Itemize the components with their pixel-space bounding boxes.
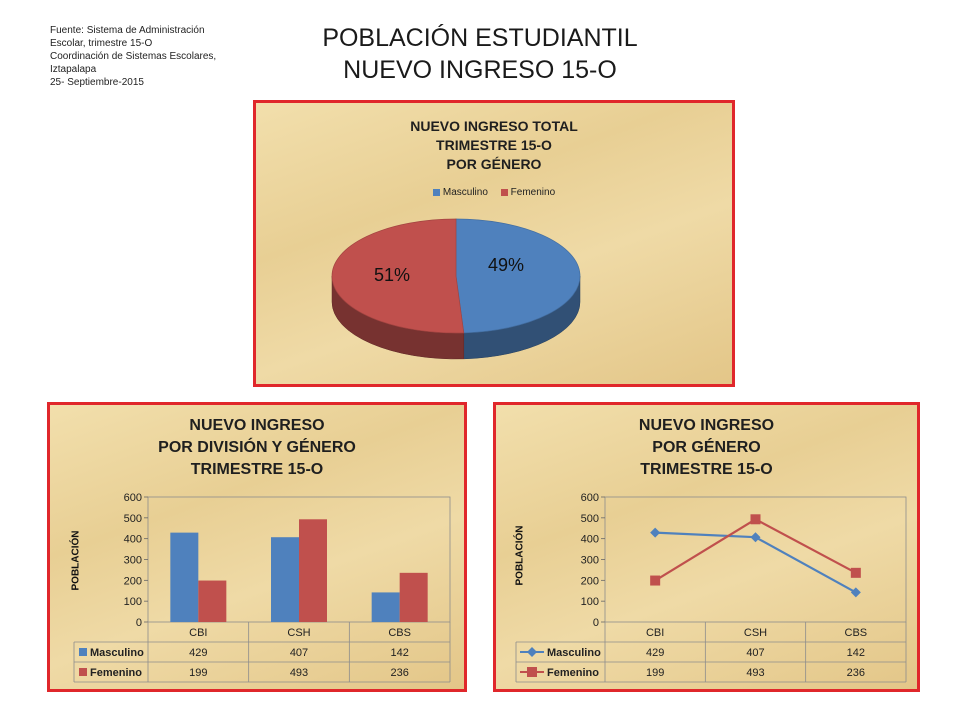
line-point-femenino-csh — [750, 514, 761, 525]
line-point-femenino-cbs — [850, 567, 861, 578]
pie-data-label-masculino: 49% — [488, 255, 525, 275]
bar-masculino-cbs — [371, 592, 400, 622]
pie-data-label-femenino: 51% — [374, 265, 411, 285]
bar-y-tick-label: 500 — [124, 513, 142, 525]
page-title: POBLACIÓN ESTUDIANTIL NUEVO INGRESO 15-O — [280, 22, 680, 86]
line-table-value: 142 — [847, 647, 865, 659]
bar-legend-key — [79, 648, 87, 656]
bar-y-tick-label: 300 — [124, 555, 142, 567]
pie-slice-masculino — [455, 218, 581, 334]
line-point-femenino-cbi — [650, 575, 661, 586]
bar-table-value: 493 — [290, 667, 308, 679]
line-table-value: 407 — [746, 647, 764, 659]
line-point-masculino-csh — [750, 532, 761, 543]
line-y-tick-label: 0 — [593, 617, 599, 629]
line-series-label: Femenino — [547, 667, 599, 679]
bar-y-tick-label: 0 — [136, 617, 142, 629]
line-point-masculino-cbi — [650, 527, 661, 538]
line-y-tick-label: 500 — [581, 513, 599, 525]
line-category-label: CBI — [646, 627, 664, 639]
bar-femenino-csh — [299, 519, 327, 622]
line-y-tick-label: 200 — [581, 575, 599, 587]
bar-femenino-cbi — [198, 580, 227, 622]
source-line: Escolar, trimestre 15-O — [50, 38, 153, 49]
pie-title-line: POR GÉNERO — [446, 156, 542, 172]
line-title-line: POR GÉNERO — [652, 439, 761, 456]
page-title-line2: NUEVO INGRESO 15-O — [343, 56, 617, 84]
legend-swatch — [432, 188, 440, 196]
bar-legend-key — [79, 668, 87, 676]
line-legend-marker — [527, 647, 537, 657]
bar-y-tick-label: 100 — [124, 596, 142, 608]
line-y-tick-label: 400 — [581, 534, 599, 546]
line-series-femenino — [654, 518, 857, 582]
line-y-tick-label: 600 — [581, 492, 599, 504]
bar-title-line: NUEVO INGRESO — [189, 417, 325, 434]
line-table-value: 236 — [847, 667, 865, 679]
bar-category-label: CBI — [189, 627, 207, 639]
bar-table-value: 407 — [290, 647, 308, 659]
line-y-tick-label: 300 — [581, 555, 599, 567]
line-series-label: Masculino — [547, 647, 601, 659]
line-chart-title: NUEVO INGRESO POR GÉNERO TRIMESTRE 15-O — [496, 415, 917, 481]
pie-title-line: NUEVO INGRESO TOTAL — [410, 118, 578, 134]
line-legend-marker — [527, 667, 537, 677]
legend-item-femenino: Femenino — [500, 187, 556, 198]
bar-masculino-cbi — [170, 532, 199, 622]
pie-chart-title: NUEVO INGRESO TOTAL TRIMESTRE 15-O POR G… — [256, 117, 732, 174]
source-line: Iztapalapa — [50, 64, 97, 75]
line-y-tick-label: 100 — [581, 596, 599, 608]
bar-masculino-csh — [271, 537, 299, 622]
page-title-line1: POBLACIÓN ESTUDIANTIL — [322, 24, 638, 52]
pie-title-line: TRIMESTRE 15-O — [436, 137, 552, 153]
bar-table-value: 142 — [390, 647, 408, 659]
bar-table-value: 236 — [390, 667, 408, 679]
line-chart-svg: 0 100 200 300 400 500 600 CBI CSH CBS Masculino 429… — [515, 492, 907, 683]
line-chart-panel: NUEVO INGRESO POR GÉNERO TRIMESTRE 15-O … — [493, 402, 920, 692]
line-category-label: CSH — [744, 627, 767, 639]
pie-chart-panel: NUEVO INGRESO TOTAL TRIMESTRE 15-O POR G… — [253, 100, 735, 387]
bar-table-value: 199 — [189, 667, 207, 679]
bar-title-line: TRIMESTRE 15-O — [190, 461, 324, 478]
source-line: 25- Septiembre-2015 — [50, 77, 144, 88]
line-table-value: 493 — [746, 667, 764, 679]
bar-chart-panel: NUEVO INGRESO POR DIVISIÓN Y GÉNERO TRIM… — [47, 402, 467, 692]
line-category-label: CBS — [845, 627, 868, 639]
bar-femenino-cbs — [399, 572, 428, 622]
pie-slice-femenino — [331, 218, 465, 334]
bar-title-line: POR DIVISIÓN Y GÉNERO — [158, 439, 356, 456]
line-point-masculino-cbs — [850, 587, 861, 598]
bar-y-tick-label: 400 — [124, 534, 142, 546]
bar-category-label: CBS — [388, 627, 411, 639]
source-line: Fuente: Sistema de Administración — [50, 25, 205, 36]
bar-chart-svg: 0 100 200 300 400 500 600 CBI CSH CBS Masculino 429… — [73, 492, 451, 683]
line-table-value: 199 — [646, 667, 664, 679]
bar-chart-title: NUEVO INGRESO POR DIVISIÓN Y GÉNERO TRIM… — [50, 415, 464, 481]
legend-item-masculino: Masculino — [432, 187, 488, 198]
bar-series-label: Masculino — [90, 647, 144, 659]
line-table-value: 429 — [646, 647, 664, 659]
bar-y-tick-label: 200 — [124, 575, 142, 587]
bar-series-label: Femenino — [90, 667, 142, 679]
bar-category-label: CSH — [287, 627, 310, 639]
legend-label: Femenino — [510, 187, 556, 198]
bar-y-tick-label: 600 — [124, 492, 142, 504]
line-title-line: NUEVO INGRESO — [638, 417, 775, 434]
source-note: Fuente: Sistema de Administración Escola… — [50, 24, 260, 89]
pie-legend: Masculino Femenino — [256, 187, 732, 198]
legend-swatch — [500, 188, 508, 196]
pie-chart-svg — [331, 218, 581, 360]
bar-table-value: 429 — [189, 647, 207, 659]
legend-label: Masculino — [442, 187, 488, 198]
source-line: Coordinación de Sistemas Escolares, — [50, 51, 217, 62]
line-title-line: TRIMESTRE 15-O — [640, 461, 773, 478]
